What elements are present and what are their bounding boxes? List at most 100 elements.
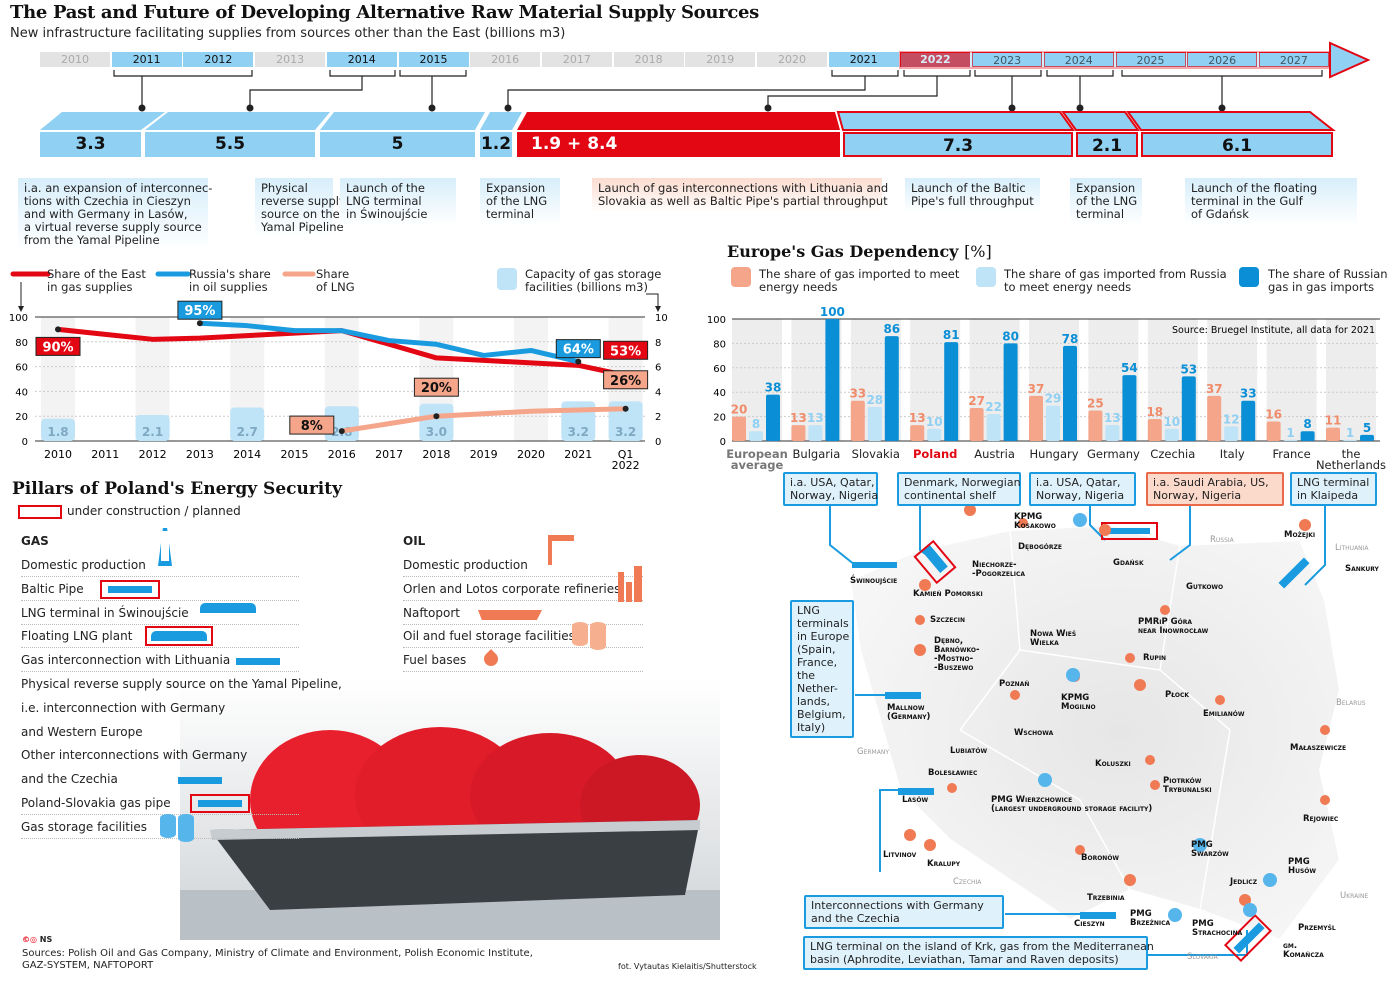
data-label-box [603,340,649,360]
map-place-label: Rejowiec [1303,814,1339,824]
year-2021: 2021 [828,52,899,67]
oil-pillar-item: Orlen and Lotos corporate refineries [403,581,621,596]
storage-bar-label: 2.7 [237,425,258,439]
background-band [514,317,548,441]
bar [944,342,959,441]
bar-value-label: 80 [1002,329,1019,343]
bar [1147,419,1162,441]
timeline-description: Expansion of the LNG terminal [480,178,560,225]
bar-value-label: 1 [1346,426,1354,440]
map-place-label: Gdańsk [1113,558,1144,568]
map-callout: Interconnections with Germany and the Cz… [804,895,1004,929]
bar [927,428,942,441]
year-2026: 2026 [1187,52,1258,67]
bar-value-label: 16 [1265,407,1282,421]
gas-pillar-item: Domestic production [21,558,146,572]
data-point [433,413,440,420]
y-tick-label: 0 [22,437,28,448]
legend-lng: Share of LNG [316,267,355,294]
bar [1105,425,1120,441]
map-place-label: Małaszewicze [1290,743,1347,753]
bar-value-label: 78 [1062,332,1079,346]
map-country-label: Belarus [1336,698,1366,708]
bar [749,431,763,441]
year-2013: 2013 [255,52,326,67]
bar [732,416,746,441]
bar [1164,428,1179,441]
storage-bar-label: 3.0 [426,425,447,439]
timeline-value: 2.1 [1076,132,1138,157]
map-place-label: PMRiP Góra near Inowrocław [1138,617,1209,636]
map-callout: LNG terminal in Klaipeda [1290,472,1377,506]
y2-tick-label: 8 [655,338,661,349]
bar-value-label: 100 [820,305,845,319]
bar [884,336,899,441]
timeline-value: 5.5 [145,132,315,157]
pipe-planned-icon [190,794,250,813]
divider [21,623,299,625]
bar-value-label: 18 [1146,405,1163,419]
bar [766,394,780,441]
y2-tick-label: 6 [655,363,661,374]
divider [21,837,299,839]
storage-bar [41,418,75,441]
bar-value-label: 27 [968,394,985,408]
bar-value-label: 53 [1180,362,1197,376]
map-callout: i.a. Saudi Arabia, US, Norway, Nigeria [1146,472,1284,506]
bar-chart-source: Source: Bruegel Institute, all data for … [1172,325,1375,336]
storage-bar [419,403,454,441]
map-place-label: Bolesławiec [928,768,978,778]
publisher-logo-text: NS [39,935,53,944]
data-label: 95% [184,304,215,319]
bar [1224,426,1239,441]
bar [808,425,823,441]
bar-value-label: 29 [1045,392,1062,406]
timeline-description: Launch of gas interconnections with Lith… [592,178,888,212]
storage-bar-label: 1.8 [47,425,68,439]
x-tick-label: 2021 [564,448,592,461]
map-place-label: Trzebinia [1087,893,1125,903]
year-2027: 2027 [1258,52,1329,67]
map-place-label: Sankury [1345,564,1379,574]
category-label: Netherlands [1316,458,1386,472]
bar-value-label: 38 [765,381,782,395]
divider [403,671,643,673]
divider [21,599,299,601]
bar [1283,439,1298,441]
data-label-box [177,300,223,320]
map-place-label: Poznań [999,679,1030,689]
category-label: Slovakia [852,447,900,461]
divider [403,576,643,577]
pipe-planned-icon [100,580,160,599]
divider [21,576,299,577]
bar-value-label: 13 [1104,411,1121,425]
map-place-label: Lubiatów [950,746,988,756]
oil-heading: OIL [403,534,426,548]
bar-chart-title: Europe's Gas Dependency [%] [727,242,992,261]
gas-pillar-item: Floating LNG plant [21,629,133,644]
y-tick-label: 40 [15,387,28,398]
map-place-label: Mallnow (Germany) [887,703,931,722]
map-place-label: Kamień Pomorski [913,589,983,599]
data-point [338,428,345,435]
map-place-label: Rupin [1143,653,1167,663]
x-tick-label: 2013 [186,448,214,461]
map-country-label: Lithuania [1335,543,1369,553]
storage-bar-label: 3.2 [568,425,589,439]
data-label: 53% [610,344,641,359]
data-label: 26% [610,374,641,389]
y-tick-label: 80 [713,339,726,350]
timeline-value: 7.3 [843,132,1073,157]
series-line-2 [341,406,626,434]
category-label: Germany [1087,447,1140,461]
data-label-box [603,370,649,390]
x-tick-label: 2019 [470,448,498,461]
bar [986,414,1001,441]
bar [825,319,840,441]
gas-pillar-item: LNG terminal in Świnoujście [21,605,189,620]
year-2025: 2025 [1115,52,1186,67]
timeline-value: 5 [320,132,475,157]
map-place-label: Dębno, Barnówko- -Mostno- -Buszewo [934,636,980,673]
category-label: European [726,447,788,461]
bar-value-label: 28 [866,393,883,407]
